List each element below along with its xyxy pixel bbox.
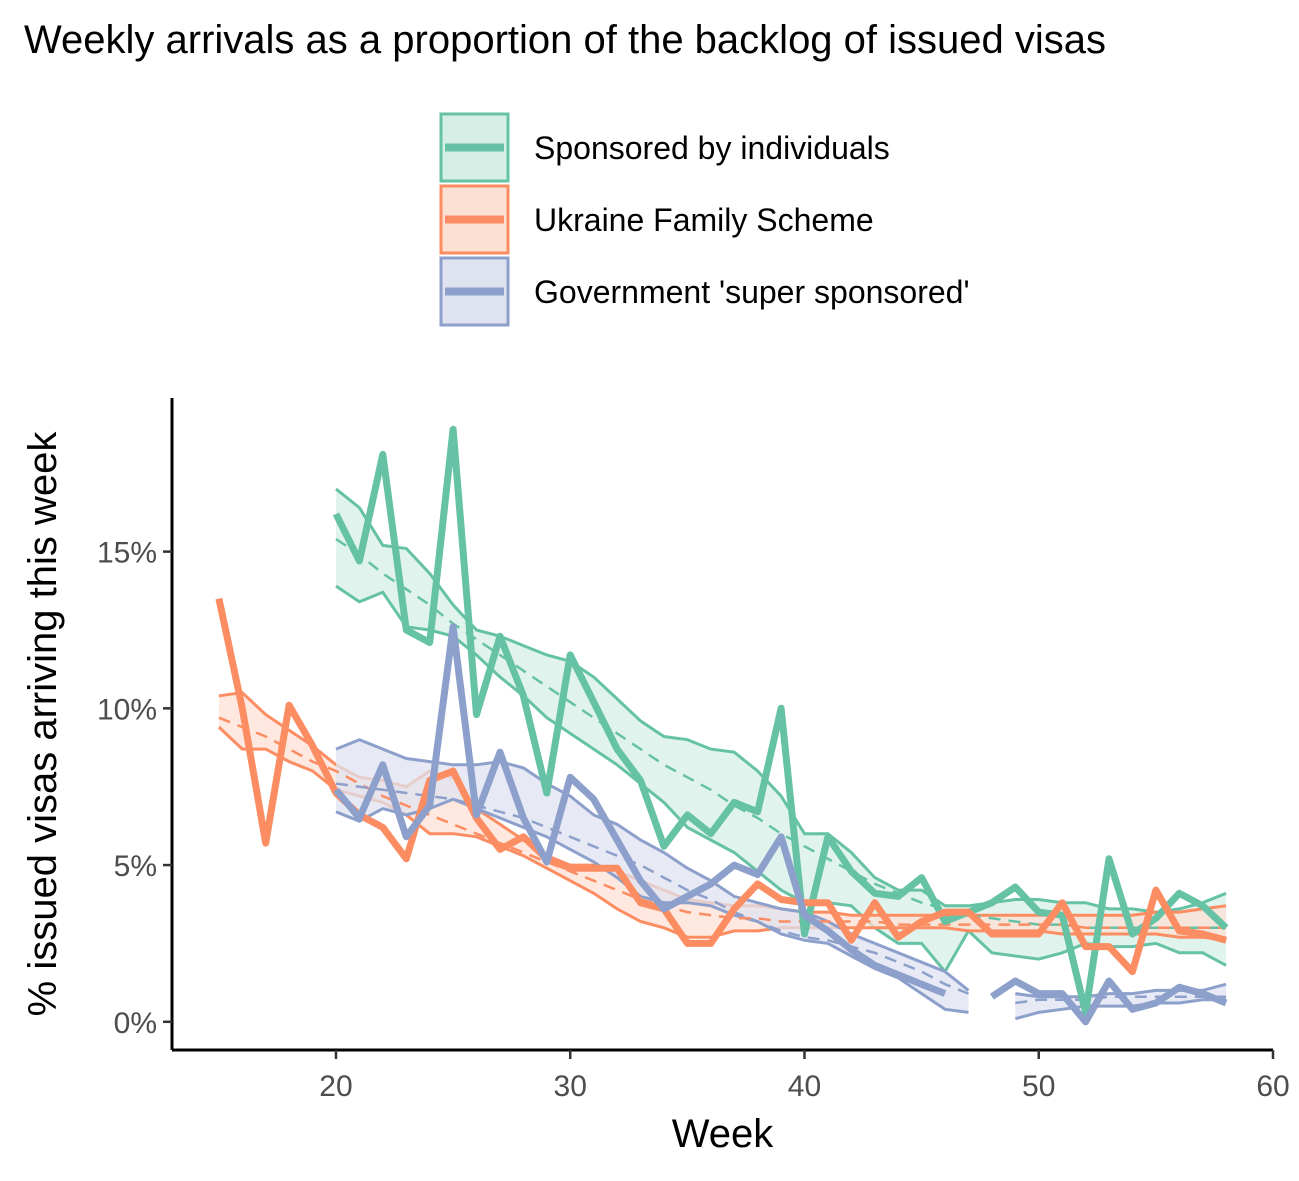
legend: Sponsored by individuals Ukraine Family S… xyxy=(439,112,970,327)
x-tick-label: 50 xyxy=(1022,1070,1055,1103)
legend-item: Sponsored by individuals xyxy=(439,112,890,183)
legend-item: Government 'super sponsored' xyxy=(439,256,970,327)
x-tick-label: 60 xyxy=(1256,1070,1289,1103)
legend-label: Government 'super sponsored' xyxy=(534,274,970,310)
band-fill-2 xyxy=(336,739,969,1013)
y-tick-label: 5% xyxy=(114,850,157,883)
actual-line-0 xyxy=(332,425,1229,1016)
y-tick-label: 0% xyxy=(114,1007,157,1040)
actual-lines xyxy=(215,425,1229,1026)
legend-item: Ukraine Family Scheme xyxy=(439,184,874,255)
x-axis-label: Week xyxy=(672,1112,775,1156)
trend-line-2 xyxy=(335,782,969,995)
x-tick-label: 40 xyxy=(788,1070,821,1103)
band-lower-line-2 xyxy=(1014,998,1227,1021)
actual-line-2 xyxy=(333,623,947,997)
trend-line-1 xyxy=(218,716,1227,930)
axes: 0% 5% 10% 15% 20 30 40 50 60 Week % issued visas a… xyxy=(21,398,1290,1156)
legend-label: Sponsored by individuals xyxy=(534,130,890,166)
y-tick-label: 10% xyxy=(97,693,157,726)
legend-label: Ukraine Family Scheme xyxy=(534,202,874,238)
band-lower-line-0 xyxy=(335,584,1227,975)
confidence-bands xyxy=(217,487,1227,1021)
y-tick-label: 15% xyxy=(97,537,157,570)
y-axis-label: % issued visas arriving this week xyxy=(21,431,65,1017)
chart-title: Weekly arrivals as a proportion of the b… xyxy=(24,18,1107,62)
band-upper-line-0 xyxy=(335,487,1227,914)
band-upper-line-2 xyxy=(335,738,970,992)
x-tick-label: 30 xyxy=(554,1070,587,1103)
actual-line-1 xyxy=(215,597,1228,976)
actual-line-2 xyxy=(989,977,1228,1026)
x-tick-label: 20 xyxy=(319,1070,352,1103)
